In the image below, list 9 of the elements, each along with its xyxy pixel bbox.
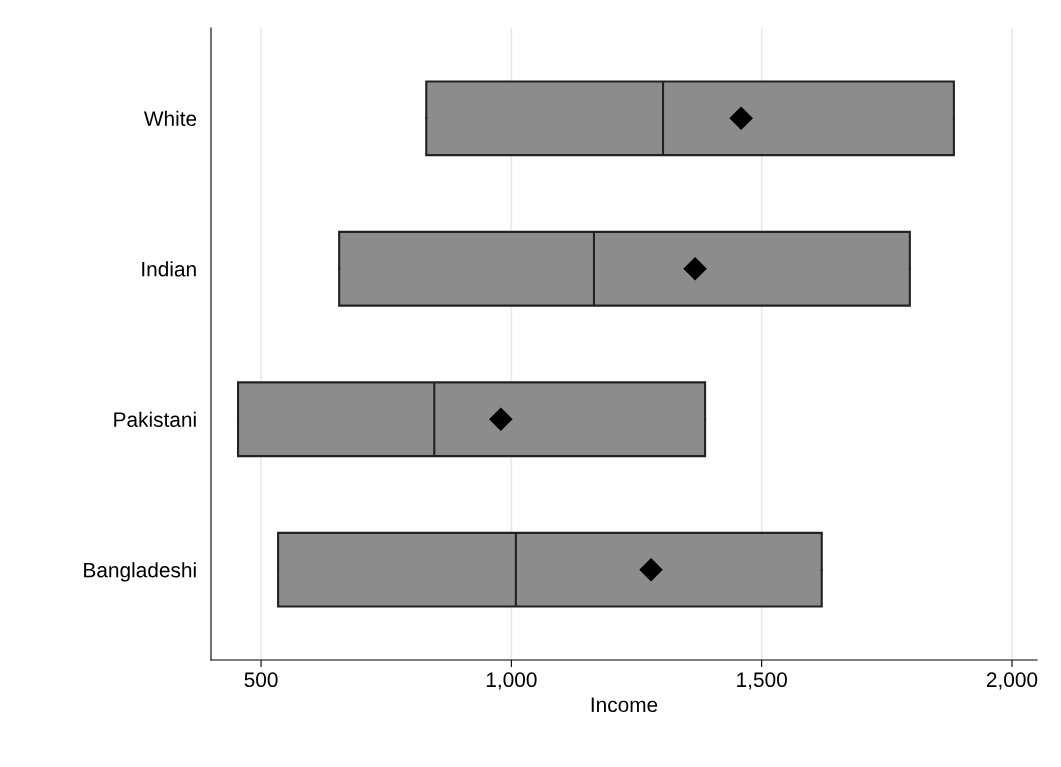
x-tick-label: 1,500: [737, 672, 787, 690]
y-tick-label: White: [143, 110, 197, 127]
y-tick-label: Bangladeshi: [84, 562, 196, 582]
x-tick-label: 1,000: [486, 672, 537, 690]
x-tick-label: 500: [244, 672, 278, 688]
y-tick-label: Indian: [142, 261, 196, 277]
x-axis-title: Income: [591, 697, 658, 713]
y-tick-label: Pakistani: [114, 411, 196, 427]
x-tick-label: 2,000: [986, 672, 1038, 690]
